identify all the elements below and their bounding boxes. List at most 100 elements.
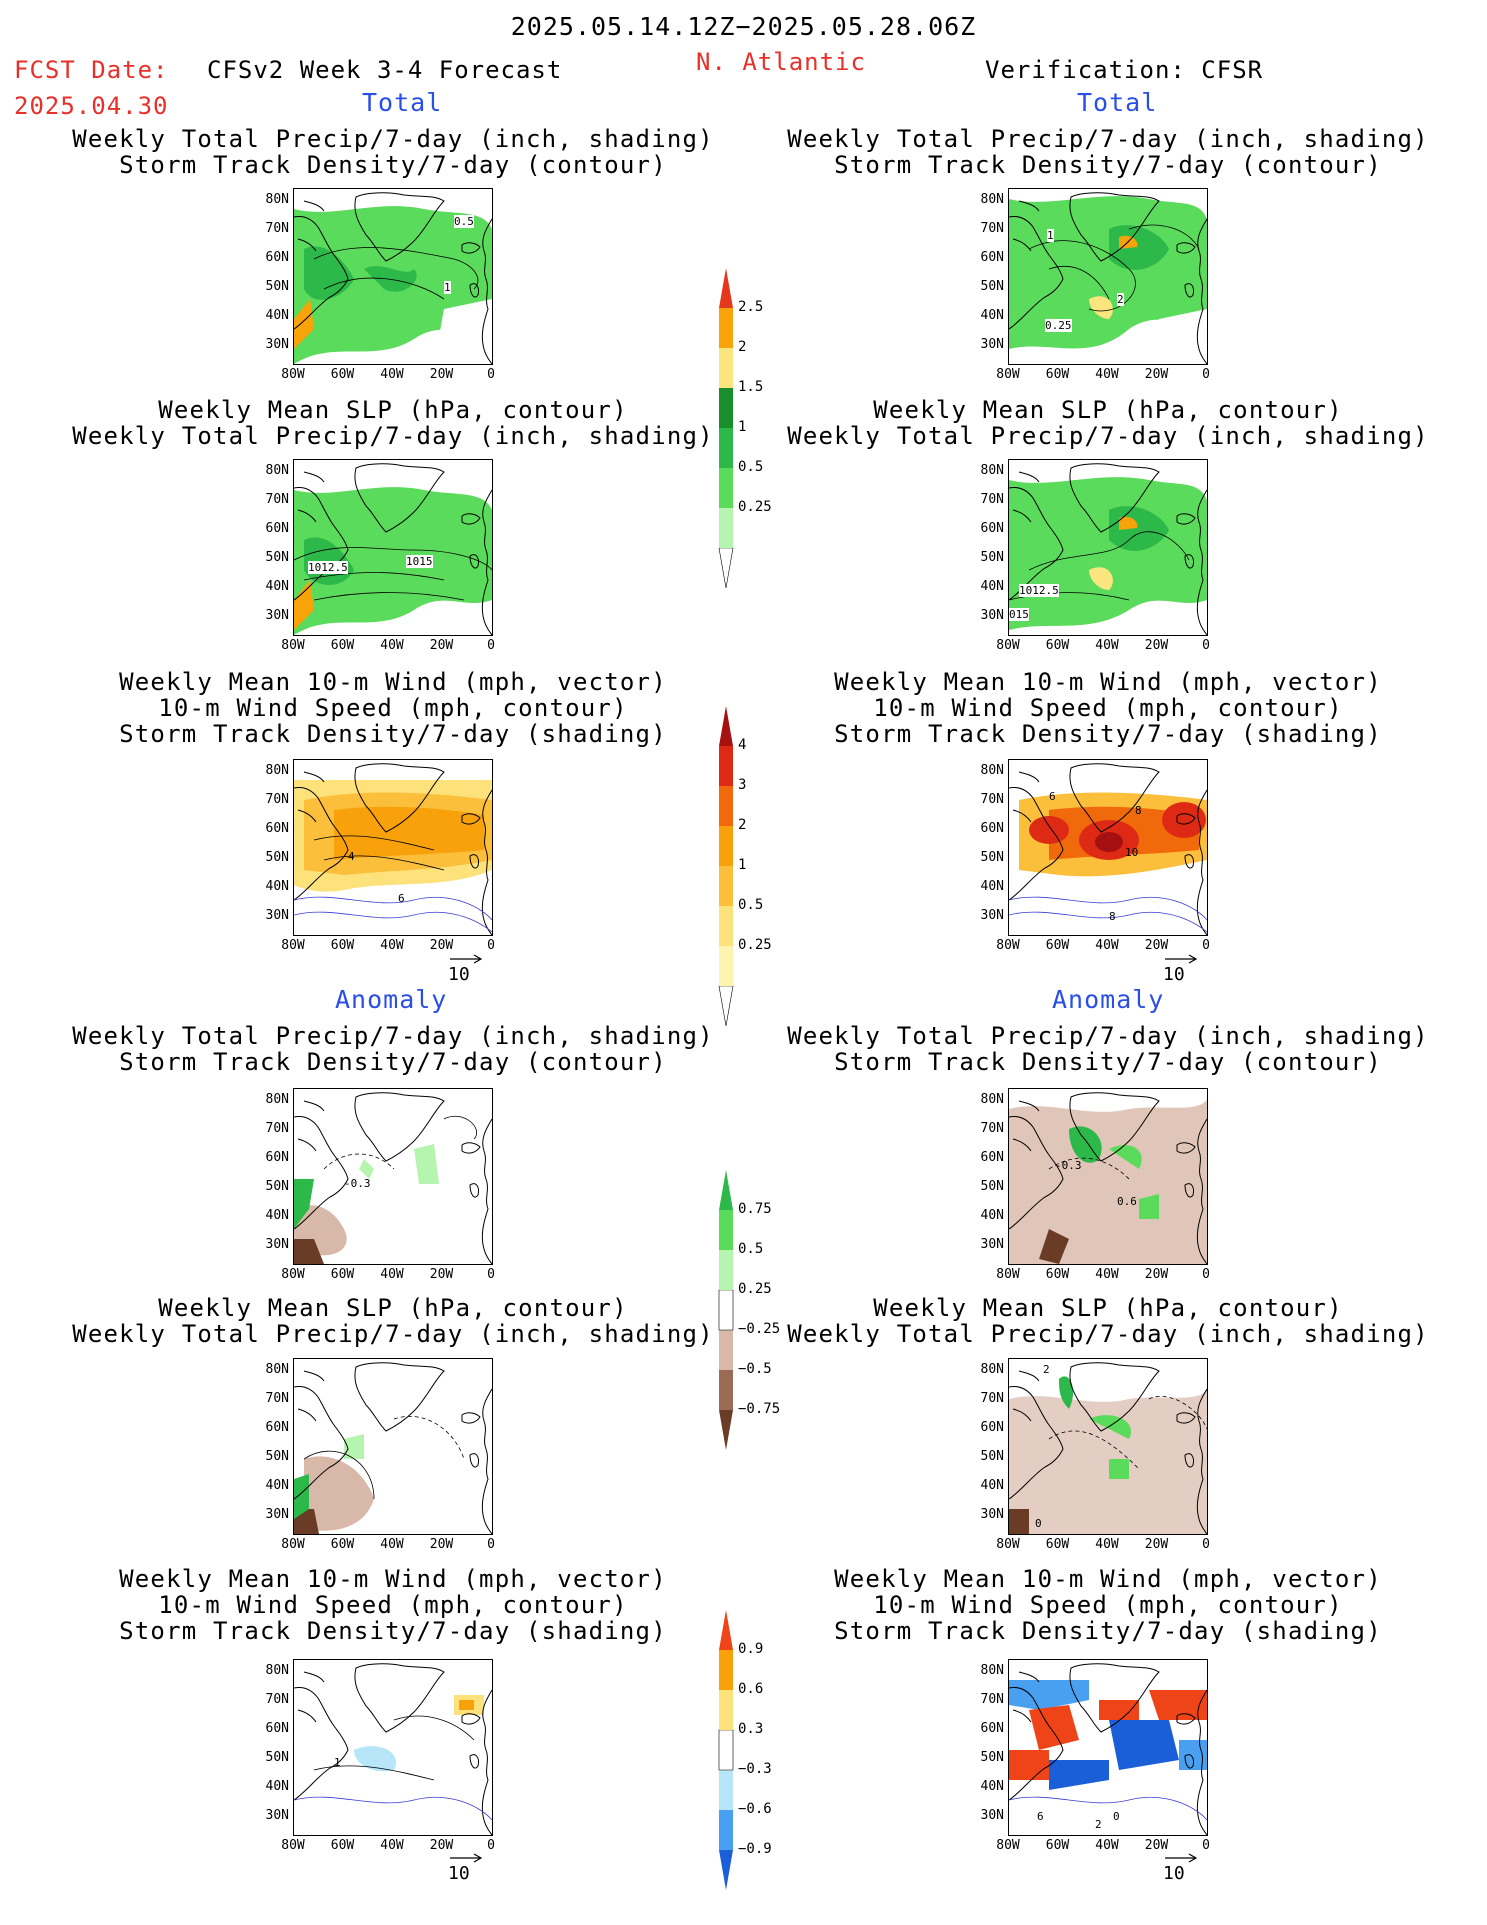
lat-tick-label: 70N [980, 792, 1004, 807]
vector-ref-label: 10 [1163, 964, 1185, 985]
lat-tick-label: 40N [980, 308, 1004, 323]
panel-title-fcst-total-wind: Weekly Mean 10-m Wind (mph, vector) 10-m… [68, 669, 718, 747]
colorbar-label: 1.5 [738, 379, 764, 395]
colorbar-segment [719, 1650, 733, 1690]
title-line: Weekly Total Precip/7-day (inch, shading… [787, 1320, 1429, 1348]
title-line: Weekly Mean SLP (hPa, contour) [158, 396, 628, 424]
lat-tick-label: 40N [265, 579, 289, 594]
lat-tick-label: 50N [265, 1179, 289, 1194]
lat-tick-label: 60N [265, 250, 289, 265]
colorbar-segment [719, 1250, 733, 1290]
lon-tick-label: 40W [1095, 367, 1119, 382]
lon-tick-label: 40W [1095, 1537, 1119, 1552]
lat-tick-label: 30N [265, 1237, 289, 1252]
lat-tick-label: 40N [980, 1478, 1004, 1493]
title-line: Weekly Total Precip/7-day (inch, shading… [72, 125, 714, 153]
arrow-right-icon [1165, 1853, 1198, 1863]
contour-label: 6 [398, 892, 405, 905]
lat-tick-label: 50N [980, 1449, 1004, 1464]
lat-tick-label: 80N [265, 1092, 289, 1107]
colorbar-label: −0.3 [738, 1761, 772, 1777]
lon-tick-label: 40W [1095, 1838, 1119, 1853]
lon-tick-label: 40W [1095, 638, 1119, 653]
colorbar-label: −0.9 [738, 1841, 772, 1857]
colorbar-segment [719, 866, 733, 906]
colorbar-segment [719, 1330, 733, 1370]
colorbar-segment [719, 308, 733, 348]
contour-label: 0 [1113, 1810, 1120, 1823]
panel-title-obs-anom-wind: Weekly Mean 10-m Wind (mph, vector) 10-m… [783, 1566, 1433, 1644]
vector-ref-label: 10 [448, 964, 470, 985]
title-line: Weekly Mean 10-m Wind (mph, vector) [834, 1565, 1382, 1593]
panel-title-fcst-anom-precip: Weekly Total Precip/7-day (inch, shading… [68, 1023, 718, 1075]
title-line: Weekly Total Precip/7-day (inch, shading… [787, 1022, 1429, 1050]
lat-tick-label: 30N [265, 908, 289, 923]
lon-tick-label: 60W [1045, 1267, 1070, 1282]
colorbar-precip-total: 2.5 2 1.5 1 0.5 0.25 [718, 268, 772, 594]
colorbar-label: −0.6 [738, 1801, 772, 1817]
lat-tick-label: 70N [980, 221, 1004, 236]
title-line: Storm Track Density/7-day (contour) [834, 151, 1382, 179]
lat-tick-label: 60N [980, 1150, 1004, 1165]
title-line: Weekly Mean SLP (hPa, contour) [873, 1294, 1343, 1322]
lat-tick-label: 60N [265, 821, 289, 836]
lon-tick-label: 40W [1095, 938, 1119, 953]
title-line: Storm Track Density/7-day (shading) [834, 1617, 1382, 1645]
lon-tick-label: 20W [429, 367, 454, 382]
title-line: Storm Track Density/7-day (shading) [119, 1617, 667, 1645]
lon-tick-label: 40W [380, 638, 404, 653]
colorbar-label: 2.5 [738, 299, 764, 315]
region-title: N. Atlantic [696, 48, 866, 76]
colorbar-label: 0.5 [738, 1241, 764, 1257]
title-line: Storm Track Density/7-day (contour) [119, 1048, 667, 1076]
lat-tick-label: 80N [980, 1362, 1004, 1377]
arrow-right-icon [450, 954, 483, 964]
colorbar-label: 0.5 [738, 897, 764, 913]
lon-tick-label: 20W [1144, 638, 1169, 653]
lat-tick-label: 70N [265, 492, 289, 507]
lat-tick-label: 50N [980, 1750, 1004, 1765]
lat-tick-label: 70N [980, 1692, 1004, 1707]
lat-tick-label: 60N [265, 1420, 289, 1435]
colorbar-segment [719, 746, 733, 786]
contour-label: 8 [1135, 804, 1142, 817]
colorbar-label: 2 [738, 817, 747, 833]
map-obs-total-precip: 1 2 0.25 [1008, 188, 1208, 365]
title-line: Storm Track Density/7-day (shading) [834, 720, 1382, 748]
lon-tick-label: 40W [1095, 1267, 1119, 1282]
colorbar-label: 0.25 [738, 937, 772, 953]
colorbar-segment [719, 1850, 733, 1890]
lat-tick-label: 40N [980, 879, 1004, 894]
lon-tick-label: 0 [1202, 938, 1210, 953]
contour-label: 10 [1125, 846, 1139, 859]
title-line: Storm Track Density/7-day (shading) [119, 720, 667, 748]
panel-title-obs-anom-precip: Weekly Total Precip/7-day (inch, shading… [783, 1023, 1433, 1075]
title-line: 10-m Wind Speed (mph, contour) [873, 694, 1343, 722]
lat-tick-label: 30N [980, 337, 1004, 352]
lon-tick-label: 0 [487, 367, 495, 382]
map-obs-total-slp: 1012.5 015 [1008, 459, 1208, 636]
lat-tick-label: 70N [265, 1121, 289, 1136]
vector-ref-fcst-total: 10 [448, 954, 484, 985]
contour-label: -0.3 [1055, 1159, 1082, 1172]
lat-tick-label: 70N [265, 792, 289, 807]
lon-tick-label: 40W [380, 1537, 404, 1552]
lat-tick-label: 50N [980, 279, 1004, 294]
lon-tick-label: 60W [1045, 938, 1070, 953]
lat-tick-label: 70N [265, 1692, 289, 1707]
lon-tick-label: 80W [996, 1838, 1020, 1853]
map-obs-total-wind: 8 10 6 8 [1008, 759, 1208, 936]
title-line: Weekly Mean SLP (hPa, contour) [873, 396, 1343, 424]
lat-tick-label: 70N [265, 221, 289, 236]
lat-tick-label: 30N [265, 1808, 289, 1823]
lon-tick-label: 60W [330, 1267, 355, 1282]
contour-label: 0 [1035, 1517, 1042, 1530]
lat-tick-label: 40N [265, 1779, 289, 1794]
lat-tick-label: 50N [265, 1449, 289, 1464]
panel-title-obs-total-precip: Weekly Total Precip/7-day (inch, shading… [783, 126, 1433, 178]
colorbar-graphic [718, 1170, 734, 1450]
lat-tick-label: 80N [980, 1092, 1004, 1107]
colorbar-segment [719, 508, 733, 548]
lon-tick-label: 60W [330, 1838, 355, 1853]
title-line: Storm Track Density/7-day (contour) [834, 1048, 1382, 1076]
